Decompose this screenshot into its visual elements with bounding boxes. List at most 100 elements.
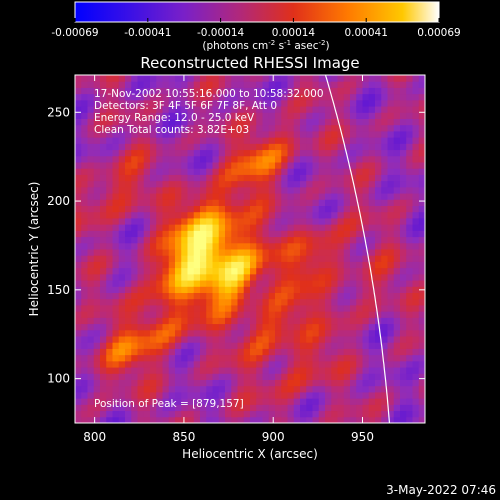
heatmap-cell [218,292,226,300]
heatmap-cell [287,162,295,169]
heatmap-cell [350,242,357,250]
heatmap-cell [131,236,138,244]
heatmap-cell [418,342,425,349]
heatmap-cell [312,99,320,107]
heatmap-cell [362,267,370,275]
heatmap-cell [400,261,407,269]
heatmap-cell [256,304,263,312]
heatmap-cell [275,367,282,374]
heatmap-cell [243,87,251,95]
heatmap-cell [125,311,132,318]
heatmap-cell [275,155,282,163]
heatmap-cell [337,348,345,356]
heatmap-cell [325,410,332,418]
heatmap-cell [393,93,401,101]
heatmap-cell [381,273,388,281]
heatmap-cell [287,130,295,138]
heatmap-cell [406,106,413,113]
heatmap-cell [143,373,151,380]
heatmap-cell [156,342,163,349]
heatmap-cell [293,404,301,412]
heatmap-cell [206,137,213,144]
heatmap-cell [406,329,413,337]
heatmap-cell [418,106,425,113]
heatmap-cell [306,149,313,157]
heatmap-cell [231,416,238,423]
heatmap-cell [381,360,388,368]
heatmap-cell [125,199,132,206]
heatmap-cell [137,255,145,262]
heatmap-cell [137,217,145,225]
heatmap-cell [287,398,295,405]
heatmap-cell [193,205,201,213]
heatmap-cell [243,373,251,380]
heatmap-cell [212,373,220,380]
heatmap-cell [368,410,376,418]
heatmap-cell [262,298,270,306]
heatmap-cell [412,137,420,144]
heatmap-cell [75,124,82,132]
heatmap-cell [418,304,425,312]
heatmap-cell [418,385,425,393]
heatmap-cell [325,385,332,393]
heatmap-cell [156,193,163,200]
heatmap-cell [250,416,257,423]
heatmap-cell [318,360,326,368]
heatmap-cell [125,398,132,405]
heatmap-cell [75,416,82,423]
heatmap-cell [231,336,238,343]
heatmap-cell [93,87,101,95]
heatmap-cell [137,162,145,169]
heatmap-cell [225,106,232,113]
heatmap-cell [375,416,382,423]
heatmap-cell [356,224,363,231]
heatmap-cell [293,286,301,293]
heatmap-cell [143,75,151,82]
heatmap-cell [175,385,182,393]
heatmap-cell [150,99,157,107]
heatmap-cell [137,280,145,287]
heatmap-cell [387,205,395,213]
heatmap-cell [231,130,238,138]
heatmap-cell [312,367,320,374]
heatmap-cell [325,249,332,256]
heatmap-cell [412,385,420,393]
heatmap-cell [168,242,176,250]
heatmap-cell [412,323,420,331]
heatmap-cell [87,385,95,393]
heatmap-cell [337,137,345,144]
heatmap-cell [350,193,357,200]
heatmap-cell [206,143,213,151]
heatmap-cell [350,217,357,225]
heatmap-cell [250,174,257,182]
heatmap-cell [356,143,363,151]
heatmap-cell [75,236,82,244]
heatmap-cell [87,317,95,325]
heatmap-cell [412,354,420,362]
heatmap-cell [75,230,82,238]
heatmap-cell [400,367,407,374]
heatmap-cell [225,168,232,175]
heatmap-cell [237,137,245,144]
heatmap-cell [281,199,288,206]
heatmap-cell [100,93,107,101]
heatmap-cell [231,286,238,293]
heatmap-cell [237,193,245,200]
heatmap-cell [125,180,132,188]
heatmap-cell [343,106,351,113]
heatmap-cell [131,205,138,213]
heatmap-cell [281,93,288,101]
heatmap-cell [87,168,95,175]
heatmap-cell [225,112,232,119]
heatmap-cell [106,124,113,132]
heatmap-cell [218,162,226,169]
heatmap-cell [362,99,370,107]
heatmap-cell [100,199,107,206]
heatmap-cell [250,255,257,262]
heatmap-cell [262,174,270,182]
heatmap-cell [300,112,307,119]
heatmap-cell [106,193,113,200]
heatmap-cell [293,230,301,238]
heatmap-cell [418,112,425,119]
heatmap-cell [187,416,195,423]
